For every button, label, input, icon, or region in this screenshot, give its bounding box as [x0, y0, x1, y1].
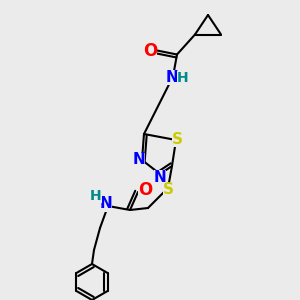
Text: H: H	[177, 70, 189, 85]
Text: S: S	[163, 182, 173, 197]
Text: O: O	[143, 41, 157, 59]
Text: N: N	[100, 196, 112, 211]
Text: S: S	[172, 131, 182, 146]
Text: H: H	[90, 189, 102, 203]
Text: N: N	[154, 169, 166, 184]
Text: N: N	[133, 152, 146, 167]
Text: N: N	[166, 70, 178, 85]
Text: O: O	[138, 181, 152, 199]
